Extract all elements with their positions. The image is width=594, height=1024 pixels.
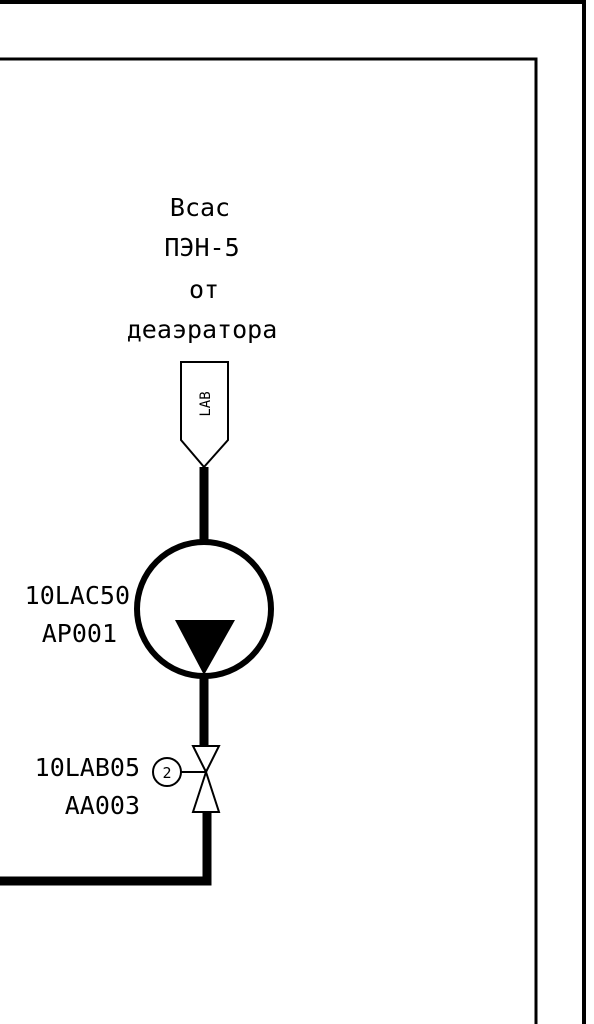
source-label-line1: Всас <box>170 193 230 222</box>
pump-direction-triangle <box>175 620 235 675</box>
pump-tag-line2: AP001 <box>42 619 117 648</box>
source-label-line3: от <box>189 275 219 304</box>
pipe-segment-outlet <box>0 812 212 886</box>
source-label-line4: деаэратора <box>127 315 278 344</box>
inner-frame-border <box>0 57 538 1024</box>
flag-label: LAB <box>198 391 214 416</box>
valve-upper-triangle <box>191 745 221 775</box>
pump-tag-line1: 10LAC50 <box>25 581 130 610</box>
valve-tag-line1: 10LAB05 <box>35 753 140 782</box>
valve-tag-line2: AA003 <box>65 791 140 820</box>
valve-actuator-symbol: 2 <box>162 764 171 782</box>
valve-actuator-icon <box>152 757 182 787</box>
source-label-line2: ПЭН-5 <box>164 233 239 262</box>
valve-lower-triangle <box>191 768 221 813</box>
off-sheet-connector-flag <box>180 361 229 469</box>
